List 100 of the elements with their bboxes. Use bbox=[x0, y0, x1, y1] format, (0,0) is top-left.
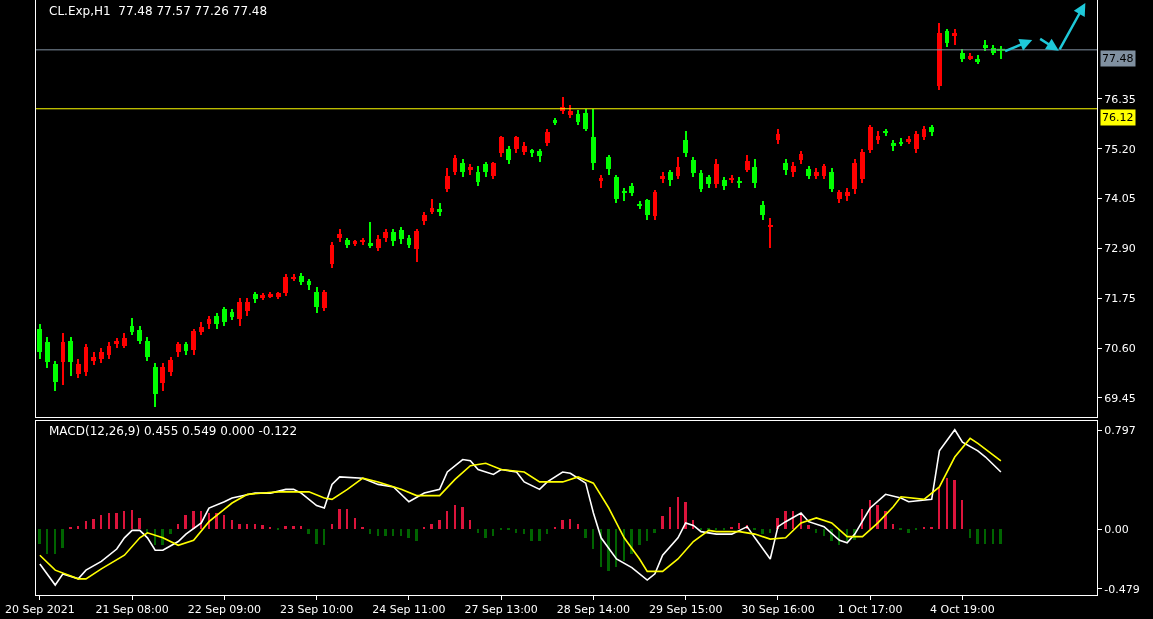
bar bbox=[338, 509, 341, 530]
bar bbox=[807, 525, 810, 530]
bar bbox=[607, 529, 610, 572]
bar bbox=[392, 529, 394, 537]
bar bbox=[561, 520, 564, 530]
bar bbox=[738, 523, 740, 530]
bar bbox=[361, 527, 364, 530]
bar bbox=[300, 526, 302, 530]
bar bbox=[899, 528, 902, 531]
bar bbox=[169, 529, 172, 535]
bar bbox=[515, 529, 517, 534]
bar bbox=[761, 529, 764, 535]
bar bbox=[554, 527, 556, 530]
x-tick-label: 27 Sep 13:00 bbox=[464, 603, 538, 617]
bar bbox=[85, 521, 87, 530]
bar bbox=[38, 529, 41, 545]
bar bbox=[815, 529, 817, 534]
bar bbox=[823, 529, 825, 537]
bar bbox=[469, 520, 471, 530]
bar bbox=[154, 529, 156, 546]
x-tick-label: 30 Sep 16:00 bbox=[741, 603, 815, 617]
bar bbox=[292, 526, 295, 530]
bar bbox=[92, 519, 95, 530]
bar bbox=[615, 529, 617, 568]
bar bbox=[769, 529, 771, 534]
bar bbox=[369, 529, 371, 535]
bar bbox=[700, 528, 702, 531]
x-tick-label: 29 Sep 15:00 bbox=[648, 603, 723, 617]
x-tick-label: 21 Sep 08:00 bbox=[95, 603, 169, 617]
bar bbox=[123, 511, 125, 530]
bar bbox=[653, 529, 656, 534]
bar bbox=[969, 529, 971, 539]
bar bbox=[346, 509, 348, 530]
bar bbox=[46, 529, 48, 555]
bar bbox=[131, 510, 133, 530]
bar bbox=[538, 529, 541, 542]
x-tick-label: 20 Sep 2021 bbox=[4, 603, 75, 617]
y-tick-label: 76.35 bbox=[1104, 92, 1136, 106]
bar bbox=[100, 515, 102, 530]
bar bbox=[753, 528, 756, 531]
bar bbox=[523, 529, 525, 535]
y-tick-label: 71.75 bbox=[1104, 292, 1136, 306]
bar bbox=[592, 529, 594, 550]
bar bbox=[246, 524, 248, 530]
x-tick-label: 28 Sep 14:00 bbox=[556, 603, 631, 617]
bar bbox=[407, 529, 410, 539]
y-tick-label: 74.05 bbox=[1104, 192, 1136, 206]
x-tick-label: 24 Sep 11:00 bbox=[372, 603, 446, 617]
bar bbox=[500, 528, 502, 531]
bar bbox=[953, 480, 956, 530]
bar bbox=[69, 527, 72, 530]
bar bbox=[331, 524, 333, 530]
bar bbox=[108, 513, 110, 530]
bar bbox=[446, 511, 448, 530]
bar bbox=[577, 524, 579, 530]
bar bbox=[669, 507, 671, 530]
bar bbox=[277, 528, 279, 531]
bar bbox=[400, 529, 402, 537]
bar bbox=[646, 529, 648, 542]
bar bbox=[415, 529, 418, 542]
bar bbox=[461, 507, 464, 530]
bar bbox=[315, 529, 318, 545]
bar bbox=[930, 527, 933, 530]
bar bbox=[507, 528, 510, 531]
bar bbox=[54, 529, 56, 555]
bar bbox=[115, 513, 118, 530]
x-tick-label: 23 Sep 10:00 bbox=[279, 603, 354, 617]
bar bbox=[723, 528, 725, 531]
y-tick-label: 0.00 bbox=[1104, 522, 1129, 536]
bar bbox=[661, 516, 664, 530]
bar bbox=[530, 529, 533, 542]
bar bbox=[546, 529, 548, 535]
bar bbox=[284, 526, 287, 530]
ref-line-label: 76.12 bbox=[1102, 111, 1134, 124]
bar bbox=[730, 527, 733, 530]
bar bbox=[77, 526, 79, 530]
bar bbox=[354, 518, 356, 530]
y-tick-label: 75.20 bbox=[1104, 142, 1136, 156]
bar bbox=[438, 520, 441, 530]
bar bbox=[876, 505, 879, 530]
bar bbox=[907, 529, 910, 534]
bar bbox=[307, 529, 310, 535]
bar bbox=[984, 529, 986, 545]
bar bbox=[992, 529, 994, 545]
bar bbox=[430, 524, 433, 530]
y-tick-label: 72.90 bbox=[1104, 242, 1136, 256]
bar bbox=[61, 529, 64, 549]
bar bbox=[454, 505, 456, 530]
bar bbox=[961, 500, 963, 530]
x-tick-label: 22 Sep 09:00 bbox=[187, 603, 262, 617]
chart-title: MACD(12,26,9) 0.455 0.549 0.000 -0.122 bbox=[49, 424, 298, 438]
bar bbox=[638, 529, 641, 546]
x-tick-label: 4 Oct 19:00 bbox=[930, 603, 995, 617]
bar bbox=[223, 515, 225, 530]
bar bbox=[976, 529, 979, 545]
bar bbox=[938, 487, 940, 530]
y-tick-label: 0.797 bbox=[1104, 423, 1136, 437]
bar bbox=[923, 527, 925, 530]
chart-title: CL.Exp,H1 77.48 77.57 77.26 77.48 bbox=[49, 4, 268, 18]
bar bbox=[946, 478, 948, 530]
